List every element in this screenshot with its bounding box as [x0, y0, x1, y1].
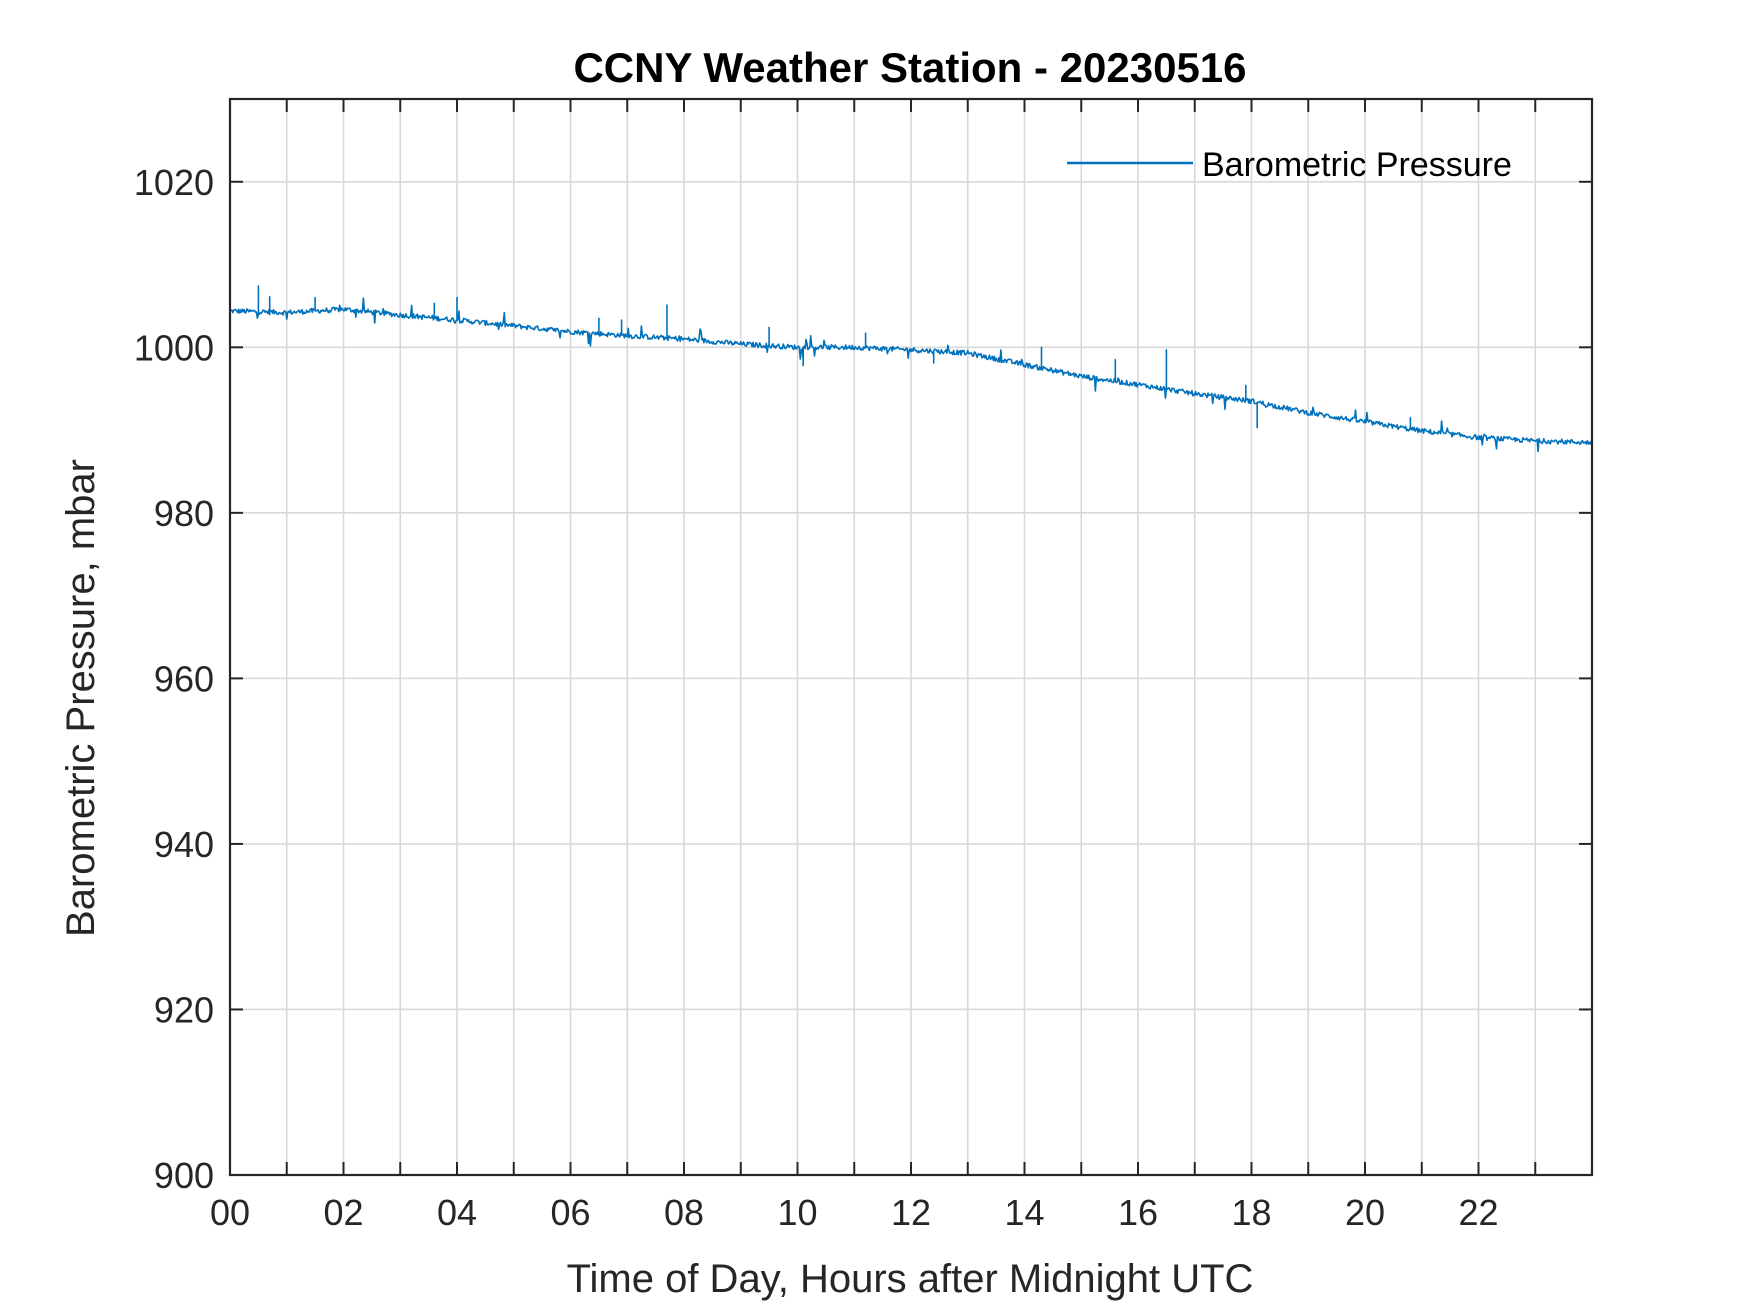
x-axis-label: Time of Day, Hours after Midnight UTC — [567, 1257, 1254, 1301]
y-tick-label: 960 — [154, 658, 214, 699]
y-tick-label: 1020 — [134, 162, 214, 203]
tick-labels: 00 02 04 06 08 10 12 14 16 18 20 22 900 920 940 960 980 1… — [134, 162, 1499, 1233]
x-tick-label: 12 — [891, 1192, 931, 1233]
x-tick-label: 00 — [210, 1192, 250, 1233]
series-layer — [229, 285, 1593, 453]
y-tick-label: 900 — [154, 1155, 214, 1196]
x-tick-label: 14 — [1004, 1192, 1044, 1233]
x-tick-label: 10 — [777, 1192, 817, 1233]
y-tick-label: 980 — [154, 493, 214, 534]
legend: Barometric Pressure — [1067, 146, 1512, 184]
x-tick-label: 22 — [1458, 1192, 1498, 1233]
legend-label: Barometric Pressure — [1202, 146, 1512, 184]
y-tick-label: 1000 — [134, 327, 214, 368]
x-tick-label: 04 — [437, 1192, 477, 1233]
x-tick-label: 20 — [1345, 1192, 1385, 1233]
y-axis-label: Barometric Pressure, mbar — [59, 459, 103, 937]
x-tick-label: 08 — [664, 1192, 704, 1233]
axes — [228, 97, 1594, 1177]
chart-title: CCNY Weather Station - 20230516 — [573, 44, 1246, 91]
x-tick-label: 18 — [1231, 1192, 1271, 1233]
x-tick-label: 06 — [550, 1192, 590, 1233]
x-tick-label: 16 — [1118, 1192, 1158, 1233]
x-tick-label: 02 — [323, 1192, 363, 1233]
series-line-barometric-pressure — [229, 285, 1593, 453]
y-tick-label: 940 — [154, 824, 214, 865]
y-tick-label: 920 — [154, 989, 214, 1030]
